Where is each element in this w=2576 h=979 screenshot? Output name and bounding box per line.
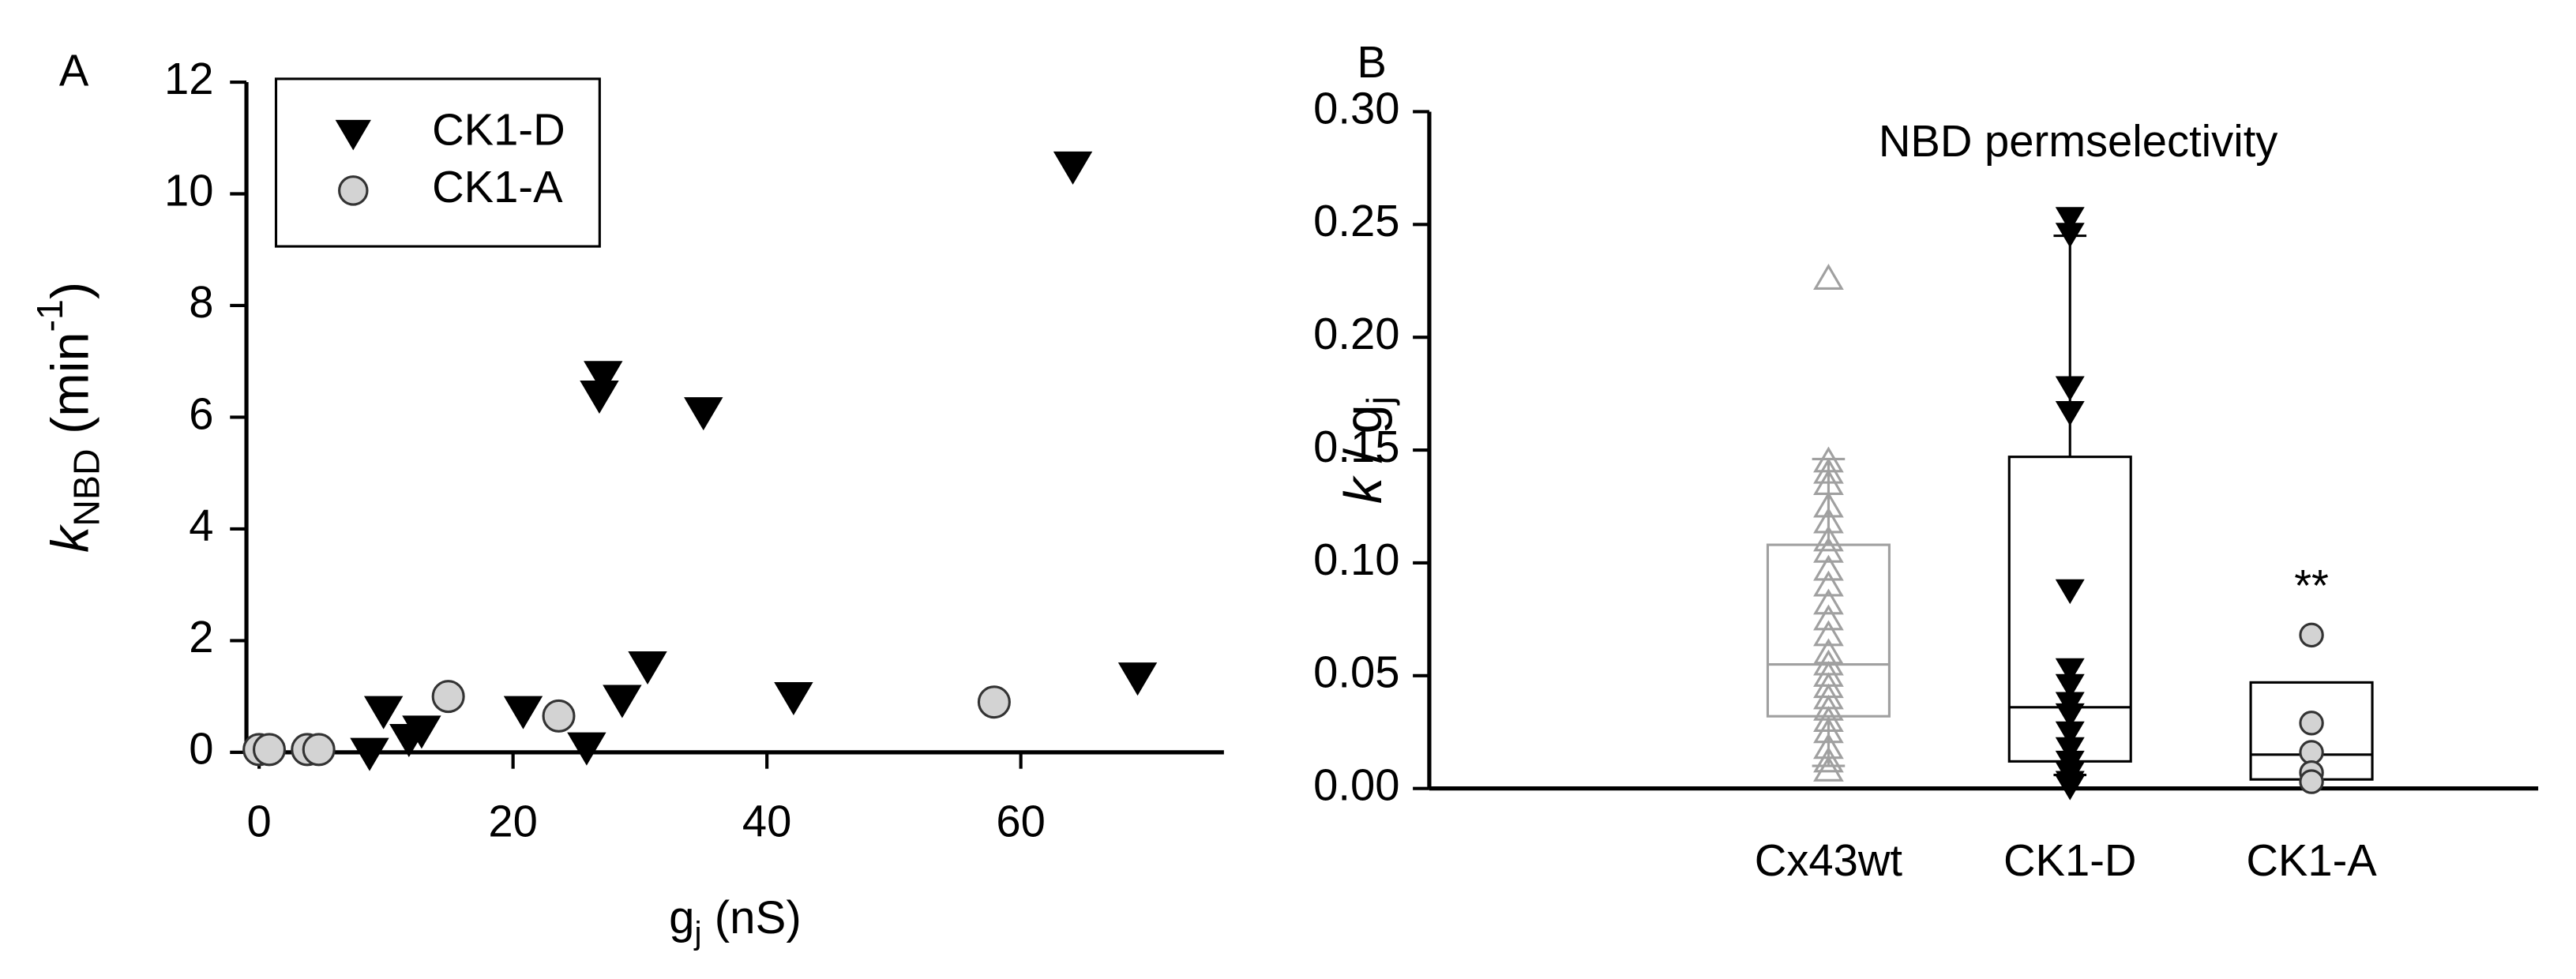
y-axis-label-part: -1	[29, 299, 70, 332]
y-axis-label: kNBD (min-1)	[29, 282, 107, 553]
point	[1813, 570, 1844, 597]
legend-marker	[338, 175, 369, 206]
point	[2055, 579, 2085, 605]
point	[628, 651, 667, 685]
point	[1813, 706, 1844, 732]
y-tick-label: 0.10	[1313, 535, 1399, 584]
point	[1813, 457, 1844, 484]
point	[1813, 536, 1844, 563]
x-axis-label-part: g	[669, 893, 694, 944]
point	[542, 699, 576, 733]
panel-label: B	[1357, 37, 1386, 87]
point	[2055, 400, 2085, 426]
y-axis-label-part: NBD	[66, 448, 107, 526]
y-axis-label-part: k	[1334, 474, 1392, 504]
point	[2055, 376, 2085, 401]
point	[567, 732, 606, 766]
legend-label: CK1-D	[432, 104, 565, 154]
point	[1813, 755, 1844, 782]
x-axis-label: gj (nS)	[669, 893, 802, 951]
point	[402, 715, 441, 749]
point	[2055, 775, 2085, 801]
point	[431, 680, 465, 714]
point	[1813, 491, 1844, 518]
y-tick-label: 0.05	[1313, 647, 1399, 697]
y-axis-label-part: (min	[41, 332, 100, 448]
y-tick-label: 0.20	[1313, 309, 1399, 358]
box	[1766, 543, 1891, 718]
legend-marker	[335, 119, 371, 151]
x-tick-label: Cx43wt	[1755, 835, 1903, 885]
point	[503, 696, 543, 730]
point	[1813, 554, 1844, 581]
point	[1813, 525, 1844, 552]
point	[2299, 622, 2324, 648]
point	[2299, 740, 2324, 765]
x-axis-label-part: j	[694, 914, 702, 951]
y-tick-label: 0.15	[1313, 422, 1399, 471]
y-tick-label: 0	[189, 724, 213, 774]
y-tick-label: 6	[189, 388, 213, 438]
x-tick-label: 20	[488, 796, 537, 846]
point	[363, 696, 404, 730]
y-tick-label: 8	[189, 277, 213, 327]
y-tick-label: 10	[164, 165, 213, 215]
point	[580, 380, 619, 414]
y-tick-label: 0.00	[1313, 760, 1399, 809]
annotation: **	[2294, 561, 2329, 610]
y-axis-label-part: j	[1359, 396, 1400, 406]
point	[2055, 207, 2085, 232]
y-tick-label: 0.25	[1313, 196, 1399, 246]
point	[2055, 223, 2085, 248]
point	[1813, 746, 1844, 773]
x-axis-label-part: (nS)	[702, 893, 802, 944]
y-axis-label-part: k	[41, 523, 100, 553]
point	[584, 361, 623, 395]
point	[1813, 507, 1844, 534]
y-tick-label: 2	[189, 612, 213, 662]
legend-box	[274, 77, 601, 248]
y-tick-label: 4	[189, 501, 213, 550]
y-tick-label: 0.30	[1313, 83, 1399, 133]
y-tick-label: 12	[164, 54, 213, 103]
point	[684, 397, 723, 431]
point	[1813, 264, 1844, 290]
point	[2055, 703, 2085, 729]
y-axis-label-part: / g	[1334, 404, 1392, 478]
point	[2299, 711, 2324, 736]
point	[1053, 151, 1093, 185]
x-tick-label: CK1-A	[2246, 835, 2377, 885]
point	[1813, 588, 1844, 615]
x-tick-label: 40	[742, 796, 791, 846]
y-axis-label-part: )	[41, 282, 100, 299]
point	[302, 733, 336, 767]
chart-title: NBD permselectivity	[1879, 116, 2278, 166]
point	[977, 685, 1011, 719]
point	[1813, 620, 1844, 647]
point	[1813, 604, 1844, 631]
point	[2299, 769, 2324, 794]
point	[2055, 658, 2085, 684]
x-tick-label: CK1-D	[2003, 835, 2136, 885]
point	[774, 681, 813, 715]
point	[1117, 662, 1158, 696]
point	[252, 733, 287, 767]
legend-label: CK1-A	[432, 162, 563, 212]
point	[2055, 721, 2085, 747]
panel-label: A	[59, 45, 89, 95]
point	[2055, 737, 2085, 763]
x-tick-label: 0	[247, 796, 272, 846]
point	[2055, 673, 2085, 700]
point	[1813, 717, 1844, 744]
point	[603, 685, 642, 718]
point	[350, 737, 389, 771]
x-tick-label: 60	[996, 796, 1045, 846]
y-axis-label: k / gj	[1334, 396, 1400, 504]
